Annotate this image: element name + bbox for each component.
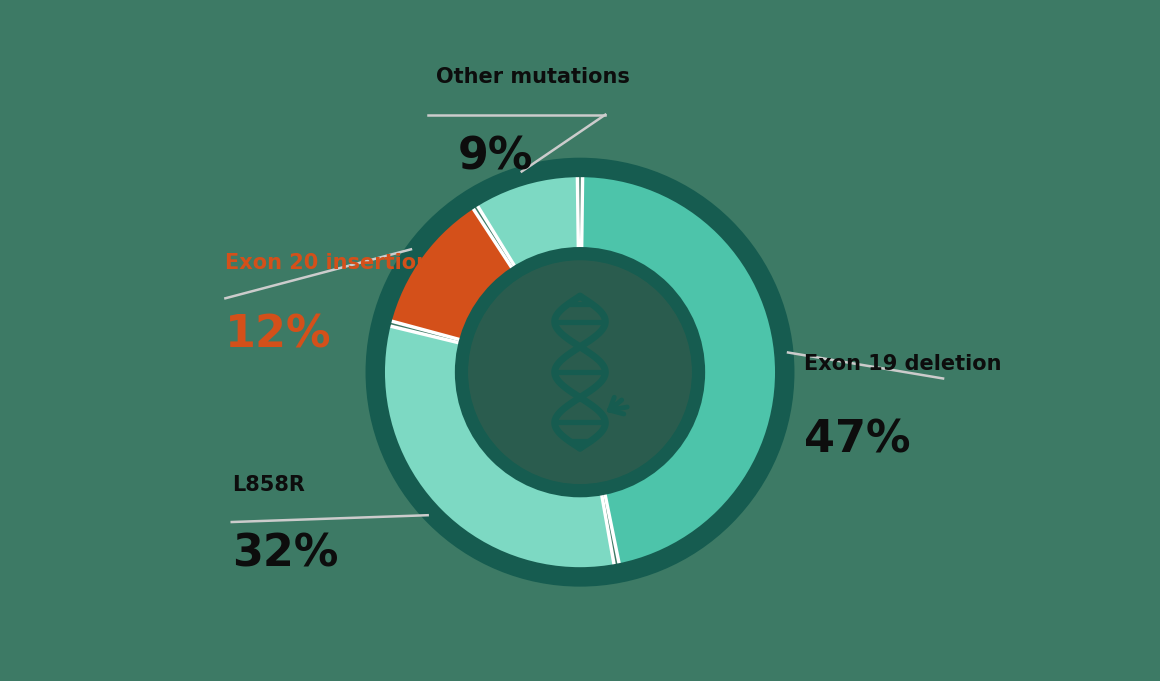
Text: 9%: 9%: [457, 136, 532, 178]
Text: 32%: 32%: [232, 533, 338, 575]
Text: Other mutations: Other mutations: [436, 67, 630, 87]
Text: Exon 19 deletion: Exon 19 deletion: [804, 354, 1001, 375]
Wedge shape: [581, 168, 785, 573]
Circle shape: [469, 260, 691, 484]
Wedge shape: [375, 324, 616, 577]
Text: Exon 20 insertion: Exon 20 insertion: [225, 253, 432, 273]
Wedge shape: [383, 201, 515, 341]
Text: 12%: 12%: [225, 313, 332, 356]
Text: 47%: 47%: [804, 419, 911, 462]
Wedge shape: [472, 168, 579, 272]
Text: L858R: L858R: [232, 475, 305, 494]
